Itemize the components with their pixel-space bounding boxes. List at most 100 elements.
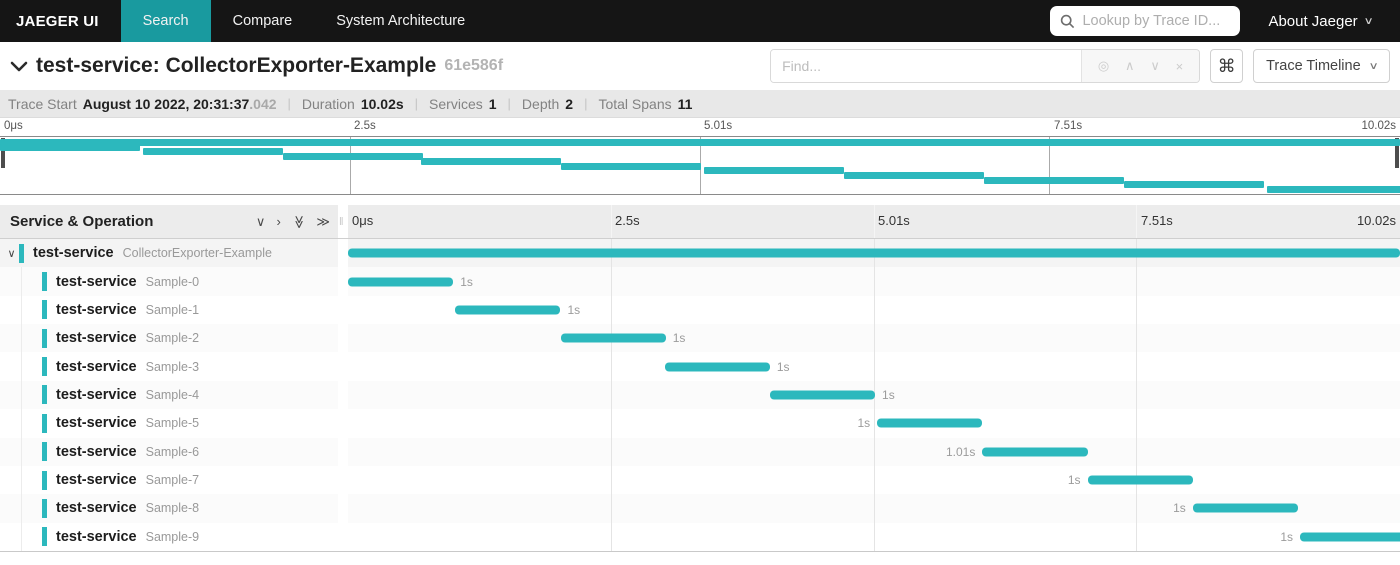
expand-one-icon[interactable]: › — [276, 214, 281, 229]
resizer-grip-icon: ‖ — [339, 216, 345, 228]
indent-guide — [0, 380, 22, 410]
service-name: test-service — [56, 386, 137, 403]
operation-name: Sample-6 — [145, 444, 200, 459]
trace-view-selector-button[interactable]: Trace Timeline ∨ — [1253, 49, 1390, 83]
keyboard-shortcuts-button[interactable]: ⌘ — [1210, 49, 1244, 83]
indent-guide — [0, 352, 22, 381]
service-name: test-service — [56, 273, 137, 290]
summary-value-trace-start: August 10 2022, 20:31:37 — [82, 95, 250, 112]
column-gutter — [338, 380, 348, 410]
service-name: test-service — [56, 528, 137, 545]
summary-value-suffix: .042 — [249, 95, 277, 112]
operation-name: Sample-7 — [145, 473, 200, 488]
span-name-cell[interactable]: test-service Sample-0 — [0, 267, 338, 296]
span-bar[interactable] — [455, 305, 561, 315]
command-icon: ⌘ — [1217, 55, 1236, 76]
expand-all-icon[interactable]: ≫ — [316, 213, 330, 229]
span-name-cell[interactable]: test-service Sample-9 — [0, 522, 338, 551]
span-timeline-cell[interactable]: 1s — [348, 522, 1400, 551]
span-timeline-cell[interactable]: 1s — [348, 324, 1400, 353]
span-bar[interactable] — [348, 248, 1400, 258]
span-name-cell[interactable]: test-service Sample-5 — [0, 409, 338, 438]
span-name-cell[interactable]: test-service Sample-3 — [0, 352, 338, 381]
service-color-bar — [19, 243, 24, 263]
minimap-tick-2-5s: 2.5s — [354, 120, 376, 132]
collapse-trace-chevron-icon[interactable] — [10, 61, 28, 72]
column-gutter — [338, 267, 348, 296]
span-bar[interactable] — [664, 362, 770, 372]
span-timeline-cell[interactable]: 1s — [348, 295, 1400, 325]
indent-guide — [0, 522, 22, 551]
span-bar[interactable] — [877, 418, 983, 428]
nav-item-search[interactable]: Search — [120, 0, 211, 42]
service-color-bar — [42, 300, 47, 320]
axis-tick-2-5s: 2.5s — [615, 213, 640, 228]
span-bar[interactable] — [1192, 503, 1298, 513]
trace-lookup-input[interactable]: Lookup by Trace ID... — [1050, 6, 1241, 36]
next-result-icon[interactable]: ∨ — [1150, 58, 1160, 73]
axis-tick-10-02s: 10.02s — [1356, 213, 1396, 228]
span-timeline-cell[interactable]: 1s — [348, 409, 1400, 438]
indent-guide — [0, 267, 22, 296]
service-name: test-service — [56, 472, 137, 489]
minimap-left-scrubber[interactable] — [1, 138, 5, 168]
span-timeline-cell[interactable]: 1s — [348, 352, 1400, 381]
trace-page-header: test-service: CollectorExporter-Example … — [0, 42, 1400, 90]
column-gutter — [338, 522, 348, 551]
span-duration-label: 1s — [672, 331, 686, 346]
span-bar[interactable] — [769, 390, 876, 400]
find-input[interactable] — [771, 50, 1082, 82]
span-bar[interactable] — [982, 447, 1088, 457]
span-timeline-cell[interactable]: 1s — [348, 380, 1400, 410]
service-name: test-service — [56, 415, 137, 432]
about-jaeger-menu[interactable]: About Jaeger ∨ — [1268, 12, 1374, 30]
operation-name: Sample-3 — [145, 359, 200, 374]
indent-guide — [0, 295, 22, 325]
match-highlight-icon[interactable]: ◎ — [1097, 58, 1110, 73]
span-row: test-service Sample-7 1s — [0, 465, 1400, 495]
column-resizer[interactable]: ‖ — [338, 205, 348, 238]
minimap-span-bar — [0, 139, 1400, 146]
collapse-all-icon[interactable]: ≫ — [291, 214, 307, 229]
span-name-cell[interactable]: test-service Sample-4 — [0, 380, 338, 410]
span-duration-label: 1s — [1173, 501, 1186, 516]
column-gutter — [338, 352, 348, 381]
prev-result-icon[interactable]: ∧ — [1125, 58, 1135, 73]
span-bar[interactable] — [560, 333, 666, 343]
span-table-header: Service & Operation ∨ › ≫ ≫ ‖ 0μs 2.5s 5.01s 7… — [0, 205, 1400, 239]
span-name-cell[interactable]: ∨ test-service CollectorExporter-Example — [0, 239, 338, 267]
service-name: test-service — [56, 301, 137, 318]
span-name-cell[interactable]: test-service Sample-6 — [0, 437, 338, 466]
timeline-minimap[interactable] — [0, 136, 1400, 195]
nav-item-system-architecture[interactable]: System Architecture — [336, 13, 466, 29]
span-name-cell[interactable]: test-service Sample-1 — [0, 295, 338, 325]
summary-label-depth: Depth — [521, 95, 560, 112]
clear-find-icon[interactable]: × — [1175, 58, 1184, 74]
span-duration-label: 1s — [882, 387, 895, 402]
summary-value-total-spans: 11 — [677, 95, 693, 112]
span-timeline-cell[interactable]: 1s — [348, 465, 1400, 495]
collapse-one-icon[interactable]: ∨ — [255, 213, 266, 229]
minimap-right-scrubber[interactable] — [1395, 138, 1399, 168]
chevron-down-icon: ∨ — [1363, 15, 1374, 27]
summary-separator: | — [287, 96, 291, 111]
span-timeline-cell[interactable]: 1s — [348, 267, 1400, 296]
span-name-cell[interactable]: test-service Sample-8 — [0, 494, 338, 523]
jaeger-logo[interactable]: JAEGER UI — [16, 12, 99, 30]
span-bar[interactable] — [348, 277, 454, 287]
span-bar[interactable] — [1087, 475, 1193, 485]
minimap-tick-0-s: 0μs — [4, 120, 23, 132]
collapse-children-icon[interactable]: ∨ — [7, 247, 16, 260]
nav-item-compare[interactable]: Compare — [232, 13, 293, 29]
service-color-bar — [42, 470, 47, 490]
span-name-cell[interactable]: test-service Sample-7 — [0, 465, 338, 495]
span-timeline-cell[interactable]: 1s — [348, 494, 1400, 523]
span-bar[interactable] — [1300, 532, 1400, 542]
span-name-cell[interactable]: test-service Sample-2 — [0, 324, 338, 353]
span-timeline-cell[interactable] — [348, 239, 1400, 268]
column-gutter — [338, 295, 348, 325]
service-color-bar — [42, 527, 47, 547]
minimap-tick-labels: 0μs 2.5s 5.01s 7.51s 10.02s — [0, 118, 1400, 136]
span-timeline-cell[interactable]: 1.01s — [348, 437, 1400, 466]
minimap-span-bar — [282, 153, 423, 161]
